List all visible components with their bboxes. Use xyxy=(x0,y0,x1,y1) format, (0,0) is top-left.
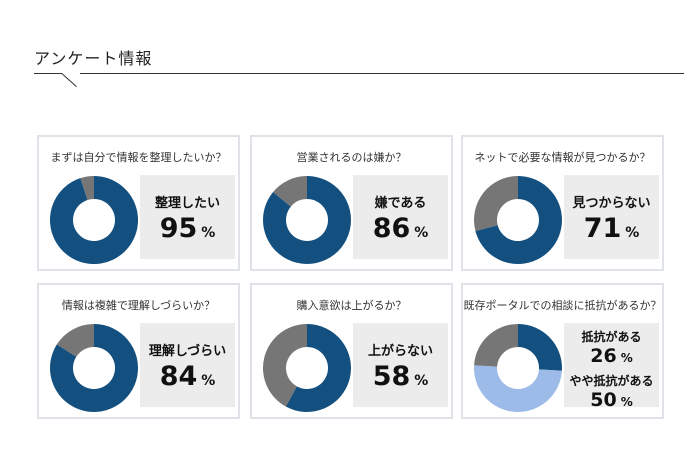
result-box: 見つからない 71% xyxy=(564,175,659,259)
percent-value: 95 xyxy=(159,213,198,244)
survey-question: 情報は複雑で理解しづらいか？ xyxy=(61,299,216,312)
other-segment xyxy=(474,176,518,231)
answer-segment xyxy=(475,176,562,264)
percent-unit: % xyxy=(201,373,216,389)
percent-unit: % xyxy=(201,225,216,241)
survey-card: まずは自分で情報を整理したいか？ 整理したい 95% xyxy=(37,135,240,271)
survey-card: 情報は複雑で理解しづらいか？ 理解しづらい 84% xyxy=(37,283,240,419)
percent-value: 71 xyxy=(583,213,622,244)
donut-chart xyxy=(49,176,138,264)
survey-question: ネットで必要な情報が見つかるか？ xyxy=(474,151,651,164)
title-underline-notch xyxy=(61,73,77,88)
other-segment xyxy=(80,176,94,201)
result-percent: 95% xyxy=(140,213,235,244)
page-title: アンケート情報 xyxy=(34,49,153,68)
survey-card: 営業されるのは嫌か？ 嫌である 86% xyxy=(250,135,453,271)
answer-segment xyxy=(49,324,138,412)
survey-card: ネットで必要な情報が見つかるか？ 見つからない 71% xyxy=(461,135,664,271)
percent-value: 58 xyxy=(372,361,411,392)
result-label: 整理したい xyxy=(154,196,220,211)
result-percent: 84% xyxy=(140,361,235,392)
donut-chart xyxy=(263,324,351,412)
result-box: 抵抗がある 26% やや抵抗がある 50% xyxy=(564,323,659,411)
result-percent: 86% xyxy=(353,213,448,244)
title-underline xyxy=(34,73,62,74)
survey-question: 既存ポータルでの相談に抵抗があるか？ xyxy=(463,299,662,312)
result-label: 上がらない xyxy=(367,344,433,359)
result-percent: 26% xyxy=(564,345,659,367)
other-segment xyxy=(56,324,94,357)
percent-unit: % xyxy=(625,225,640,241)
survey-card: 購入意欲は上がるか？ 上がらない 58% xyxy=(250,283,453,419)
result-label: 理解しづらい xyxy=(148,344,227,359)
result-percent-2: 50% xyxy=(564,389,659,411)
answer-segment xyxy=(518,324,562,371)
result-percent: 71% xyxy=(564,213,659,244)
result-box: 整理したい 95% xyxy=(140,175,235,259)
result-label: 見つからない xyxy=(572,196,651,211)
answer-segment xyxy=(49,176,138,264)
percent-value-2: 50 xyxy=(590,389,617,411)
donut-chart xyxy=(49,324,138,412)
donut-chart xyxy=(474,324,562,412)
answer-segment xyxy=(263,176,351,264)
other-segment xyxy=(474,324,518,367)
result-label: 嫌である xyxy=(374,196,427,211)
result-label-2: やや抵抗がある xyxy=(569,374,654,388)
other-segment xyxy=(263,324,307,407)
survey-card: 既存ポータルでの相談に抵抗があるか？ 抵抗がある 26% やや抵抗がある 50% xyxy=(461,283,664,419)
result-box: 理解しづらい 84% xyxy=(140,323,235,407)
percent-unit: % xyxy=(414,225,429,241)
percent-value: 84 xyxy=(159,361,198,392)
percent-value: 86 xyxy=(372,213,411,244)
percent-unit: % xyxy=(620,351,633,365)
title-underline xyxy=(80,73,684,74)
result-label: 抵抗がある xyxy=(581,330,642,344)
survey-question: 購入意欲は上がるか？ xyxy=(296,299,407,312)
other-segment xyxy=(273,176,307,207)
result-box: 上がらない 58% xyxy=(353,323,448,407)
result-percent: 58% xyxy=(353,361,448,392)
survey-question: まずは自分で情報を整理したいか？ xyxy=(50,151,227,164)
answer-segment xyxy=(285,324,351,412)
percent-unit-2: % xyxy=(620,395,633,409)
donut-chart xyxy=(474,176,562,264)
answer2-segment xyxy=(474,365,562,412)
percent-value: 26 xyxy=(590,345,617,367)
survey-question: 営業されるのは嫌か？ xyxy=(296,151,407,164)
percent-unit: % xyxy=(414,373,429,389)
result-box: 嫌である 86% xyxy=(353,175,448,259)
donut-chart xyxy=(263,176,351,264)
